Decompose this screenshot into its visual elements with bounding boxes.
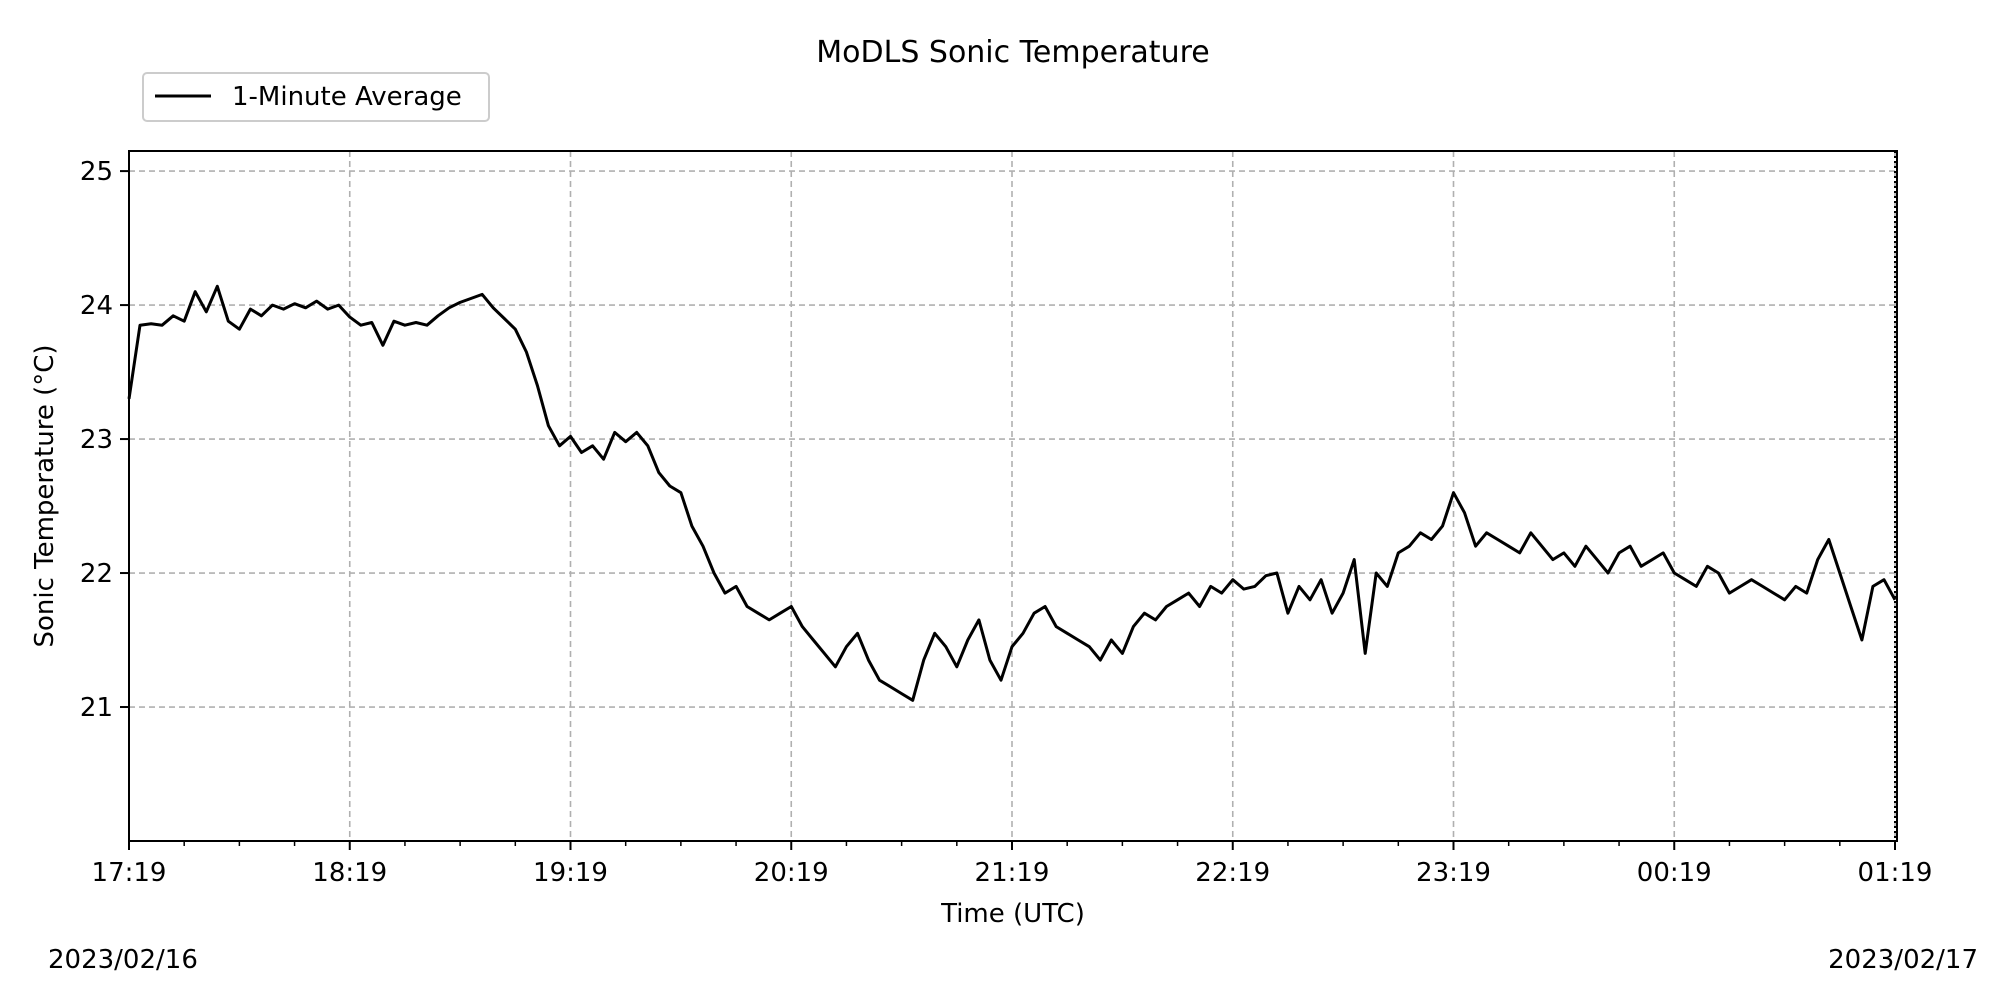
x-tick-label: 20:19 [754,858,829,888]
x-axis-tick-labels: 17:19 18:19 19:19 20:19 21:19 22:19 23:19 00:19… [92,858,1933,888]
y-axis-tick-labels: 21 22 23 24 25 [80,157,113,723]
y-axis-label: Sonic Temperature (°C) [30,344,60,647]
x-tick-label: 00:19 [1637,858,1712,888]
x-axis-label: Time (UTC) [940,899,1085,929]
x-tick-label: 23:19 [1416,858,1491,888]
start-date-label: 2023/02/16 [48,945,198,975]
x-tick-label: 19:19 [533,858,608,888]
x-tick-label: 01:19 [1858,858,1933,888]
legend-label: 1-Minute Average [232,82,462,112]
x-tick-label: 18:19 [312,858,387,888]
legend: 1-Minute Average [142,72,490,122]
chart-title: MoDLS Sonic Temperature [816,35,1209,70]
grid [120,151,1896,850]
plot-frame [128,150,1898,842]
x-tick-label: 22:19 [1195,858,1270,888]
x-tick-label: 21:19 [975,858,1050,888]
legend-box [142,72,490,122]
x-tick-label: 17:19 [92,858,167,888]
y-tick-label: 23 [80,425,113,455]
y-tick-label: 21 [80,693,113,723]
end-date-label: 2023/02/17 [1828,945,1978,975]
y-tick-label: 22 [80,559,113,589]
series-line [127,284,1897,702]
y-tick-label: 25 [80,157,113,187]
y-tick-label: 24 [80,291,113,321]
